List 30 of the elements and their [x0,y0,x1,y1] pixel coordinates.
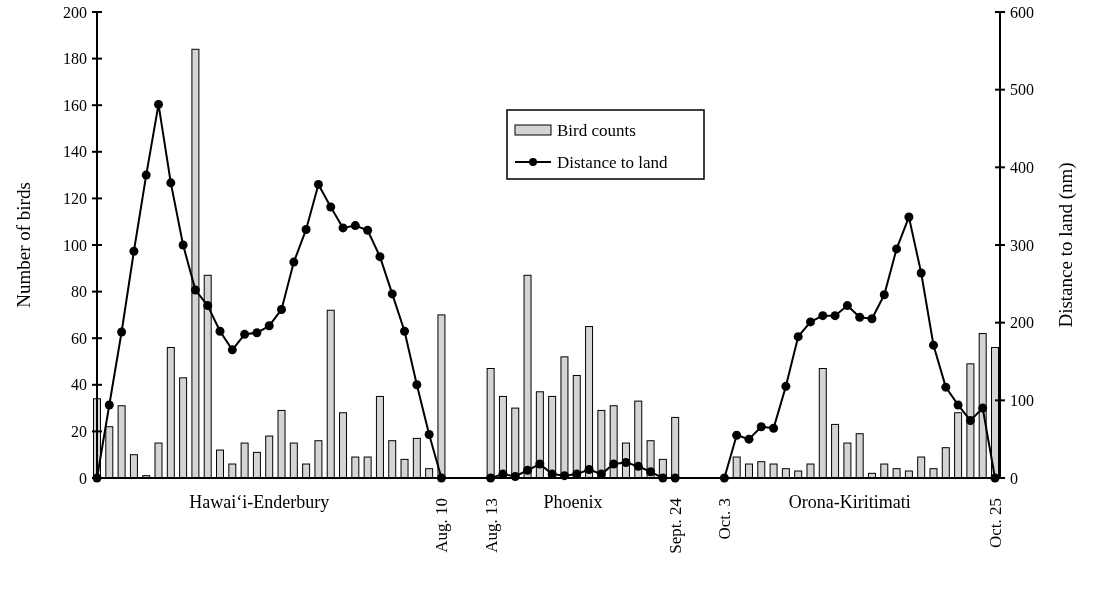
y-tick-label: 160 [63,96,87,114]
text: Phoenix [543,492,603,512]
y-tick-label: 0 [79,469,87,487]
y2-tick-label: 600 [1010,3,1034,21]
y2-tick-label: 100 [1010,391,1034,409]
x-tick-label: Aug. 10 [432,498,452,553]
text: Hawai‘i-Enderbury [189,492,330,512]
text: Orona-Kiritimati [788,492,911,512]
y-axis-title: Number of birds [13,182,34,308]
y-tick-label: 100 [63,236,87,254]
y-tick-label: 200 [63,3,87,21]
y-tick-label: 120 [63,190,87,207]
y2-tick-label: 500 [1010,81,1034,99]
y-tick-label: 60 [71,329,87,347]
y2-axis-title: Distance to land (nm) [1055,162,1077,328]
x-tick-label: Oct. 25 [986,498,1005,549]
y2-tick-label: 400 [1010,158,1034,176]
y2-tick-label: 0 [1010,469,1018,487]
y-tick-label: 80 [71,283,87,301]
y2-tick-label: 200 [1010,314,1034,332]
x-tick-label: Sept. 24 [666,497,686,554]
y-tick-label: 180 [63,50,87,68]
x-tick-label: Oct. 3 [715,498,735,540]
legend-label: Bird counts [557,120,636,140]
y-tick-label: 20 [71,423,87,440]
x-tick-label: Aug. 13 [481,498,501,553]
y2-tick-label: 300 [1010,236,1034,254]
y-tick-label: 40 [71,376,87,394]
legend-label: Distance to land [557,152,668,172]
y-tick-label: 140 [63,143,87,161]
